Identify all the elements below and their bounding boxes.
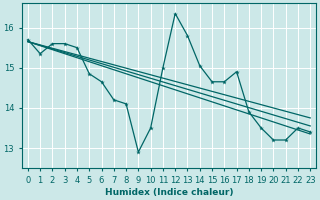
X-axis label: Humidex (Indice chaleur): Humidex (Indice chaleur) xyxy=(105,188,233,197)
